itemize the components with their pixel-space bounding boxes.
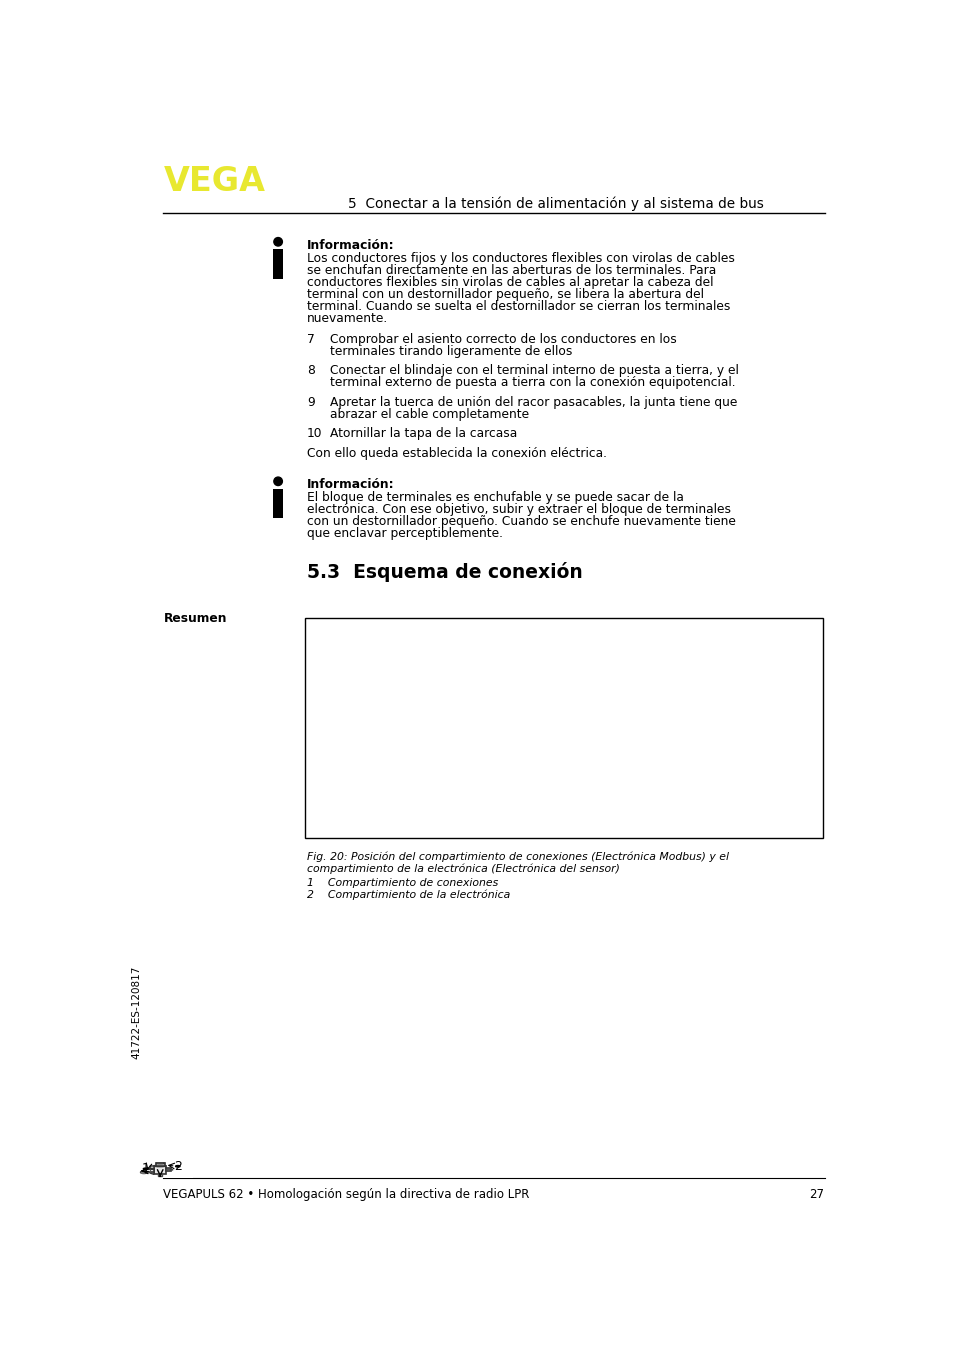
Text: Resumen: Resumen bbox=[163, 612, 227, 626]
Text: Comprobar el asiento correcto de los conductores en los: Comprobar el asiento correcto de los con… bbox=[330, 333, 676, 345]
Text: que enclavar perceptiblemente.: que enclavar perceptiblemente. bbox=[307, 527, 502, 540]
Text: 8: 8 bbox=[307, 364, 314, 378]
Text: 10: 10 bbox=[307, 428, 322, 440]
Text: 9: 9 bbox=[307, 395, 314, 409]
Text: terminal. Cuando se suelta el destornillador se cierran los terminales: terminal. Cuando se suelta el destornill… bbox=[307, 299, 729, 313]
Text: Conectar el blindaje con el terminal interno de puesta a tierra, y el: Conectar el blindaje con el terminal int… bbox=[330, 364, 739, 378]
Text: abrazar el cable completamente: abrazar el cable completamente bbox=[330, 408, 529, 421]
Bar bbox=[273, 249, 283, 279]
Text: Fig. 20: Posición del compartimiento de conexiones (Electrónica Modbus) y el: Fig. 20: Posición del compartimiento de … bbox=[307, 852, 728, 862]
Text: terminal externo de puesta a tierra con la conexión equipotencial.: terminal externo de puesta a tierra con … bbox=[330, 376, 735, 389]
Text: nuevamente.: nuevamente. bbox=[307, 311, 388, 325]
Text: Atornillar la tapa de la carcasa: Atornillar la tapa de la carcasa bbox=[330, 428, 517, 440]
Text: 7: 7 bbox=[307, 333, 314, 345]
Text: 2    Compartimiento de la electrónica: 2 Compartimiento de la electrónica bbox=[307, 890, 510, 900]
Text: 27: 27 bbox=[809, 1187, 823, 1201]
Bar bbox=[273, 489, 283, 519]
Text: 1    Compartimiento de conexiones: 1 Compartimiento de conexiones bbox=[307, 877, 497, 887]
Text: Con ello queda establecida la conexión eléctrica.: Con ello queda establecida la conexión e… bbox=[307, 447, 606, 460]
Text: terminal con un destornillador pequeño, se libera la abertura del: terminal con un destornillador pequeño, … bbox=[307, 287, 703, 301]
Text: Información:: Información: bbox=[307, 238, 394, 252]
Text: se enchufan directamente en las aberturas de los terminales. Para: se enchufan directamente en las abertura… bbox=[307, 264, 716, 276]
Text: terminales tirando ligeramente de ellos: terminales tirando ligeramente de ellos bbox=[330, 345, 572, 357]
Text: VEGAPULS 62 • Homologación según la directiva de radio LPR: VEGAPULS 62 • Homologación según la dire… bbox=[163, 1187, 529, 1201]
Text: 41722-ES-120817: 41722-ES-120817 bbox=[132, 965, 141, 1059]
Text: Información:: Información: bbox=[307, 478, 394, 492]
Text: 5  Conectar a la tensión de alimentación y al sistema de bus: 5 Conectar a la tensión de alimentación … bbox=[348, 196, 763, 211]
Text: con un destornillador pequeño. Cuando se enchufe nuevamente tiene: con un destornillador pequeño. Cuando se… bbox=[307, 516, 735, 528]
Text: El bloque de terminales es enchufable y se puede sacar de la: El bloque de terminales es enchufable y … bbox=[307, 492, 683, 504]
Circle shape bbox=[274, 237, 282, 246]
Text: conductores flexibles sin virolas de cables al apretar la cabeza del: conductores flexibles sin virolas de cab… bbox=[307, 276, 713, 288]
Text: electrónica. Con ese objetivo, subir y extraer el bloque de terminales: electrónica. Con ese objetivo, subir y e… bbox=[307, 504, 730, 516]
Circle shape bbox=[274, 477, 282, 486]
Text: compartimiento de la electrónica (Electrónica del sensor): compartimiento de la electrónica (Electr… bbox=[307, 864, 619, 875]
Bar bbox=[305, 619, 822, 838]
Text: Apretar la tuerca de unión del racor pasacables, la junta tiene que: Apretar la tuerca de unión del racor pas… bbox=[330, 395, 737, 409]
Text: Los conductores fijos y los conductores flexibles con virolas de cables: Los conductores fijos y los conductores … bbox=[307, 252, 734, 265]
Text: VEGA: VEGA bbox=[163, 165, 265, 198]
Text: 5.3  Esquema de conexión: 5.3 Esquema de conexión bbox=[307, 562, 582, 582]
